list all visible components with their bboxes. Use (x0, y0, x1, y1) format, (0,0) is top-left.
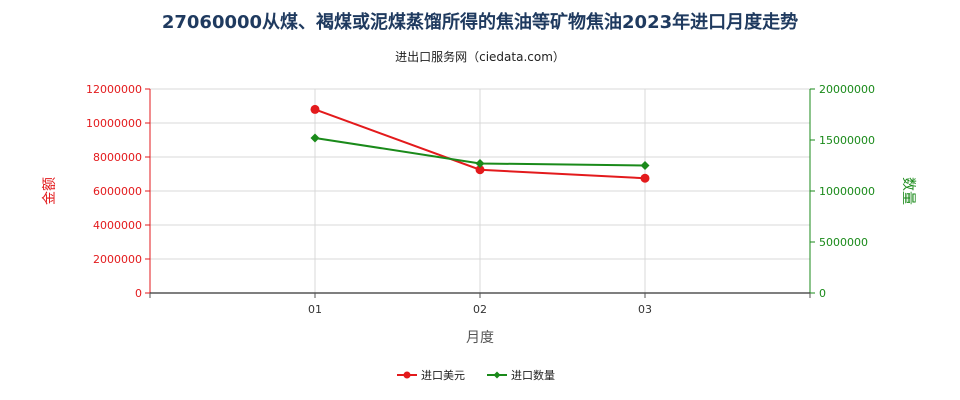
left-tick-label: 4000000 (93, 219, 142, 232)
legend-marker-2 (493, 371, 501, 379)
left-tick-label: 0 (135, 287, 142, 300)
left-tick-label: 6000000 (93, 185, 142, 198)
right-tick-label: 0 (819, 287, 826, 300)
series-point-1 (640, 173, 650, 183)
right-axis-title: 数量 (900, 177, 916, 205)
x-tick-label: 02 (473, 303, 487, 316)
right-axis-ticks: 0 5000000 10000000 15000000 20000000 (810, 83, 875, 300)
x-tick-label: 03 (638, 303, 652, 316)
series-point-1 (310, 104, 320, 114)
x-tick-label: 01 (308, 303, 322, 316)
legend-marker-1 (403, 371, 411, 379)
chart-title: 27060000从煤、褐煤或泥煤蒸馏所得的焦油等矿物焦油2023年进口月度走势 (162, 11, 798, 33)
legend-label-2: 进口数量 (511, 369, 555, 382)
series-point-2 (310, 133, 320, 143)
legend: 进口美元 进口数量 (397, 369, 555, 382)
left-tick-label: 2000000 (93, 253, 142, 266)
chart-subtitle: 进出口服务网（ciedata.com） (395, 49, 565, 64)
left-axis-ticks: 0 2000000 4000000 6000000 8000000 10000000 120… (86, 83, 150, 300)
series-point-1 (475, 165, 485, 175)
series-point-2 (475, 158, 485, 168)
series-point-2 (640, 161, 650, 170)
right-tick-label: 5000000 (819, 236, 868, 249)
left-tick-label: 12000000 (86, 83, 142, 96)
right-tick-label: 20000000 (819, 83, 875, 96)
left-tick-label: 10000000 (86, 117, 142, 130)
x-axis-title: 月度 (466, 330, 494, 346)
grid (150, 88, 810, 293)
x-axis-ticks: 01 02 03 (149, 293, 811, 316)
legend-label-1: 进口美元 (421, 369, 465, 382)
right-tick-label: 15000000 (819, 134, 875, 147)
left-axis-title: 金额 (42, 177, 58, 205)
series-layer (310, 104, 650, 183)
left-tick-label: 8000000 (93, 151, 142, 164)
right-tick-label: 10000000 (819, 185, 875, 198)
